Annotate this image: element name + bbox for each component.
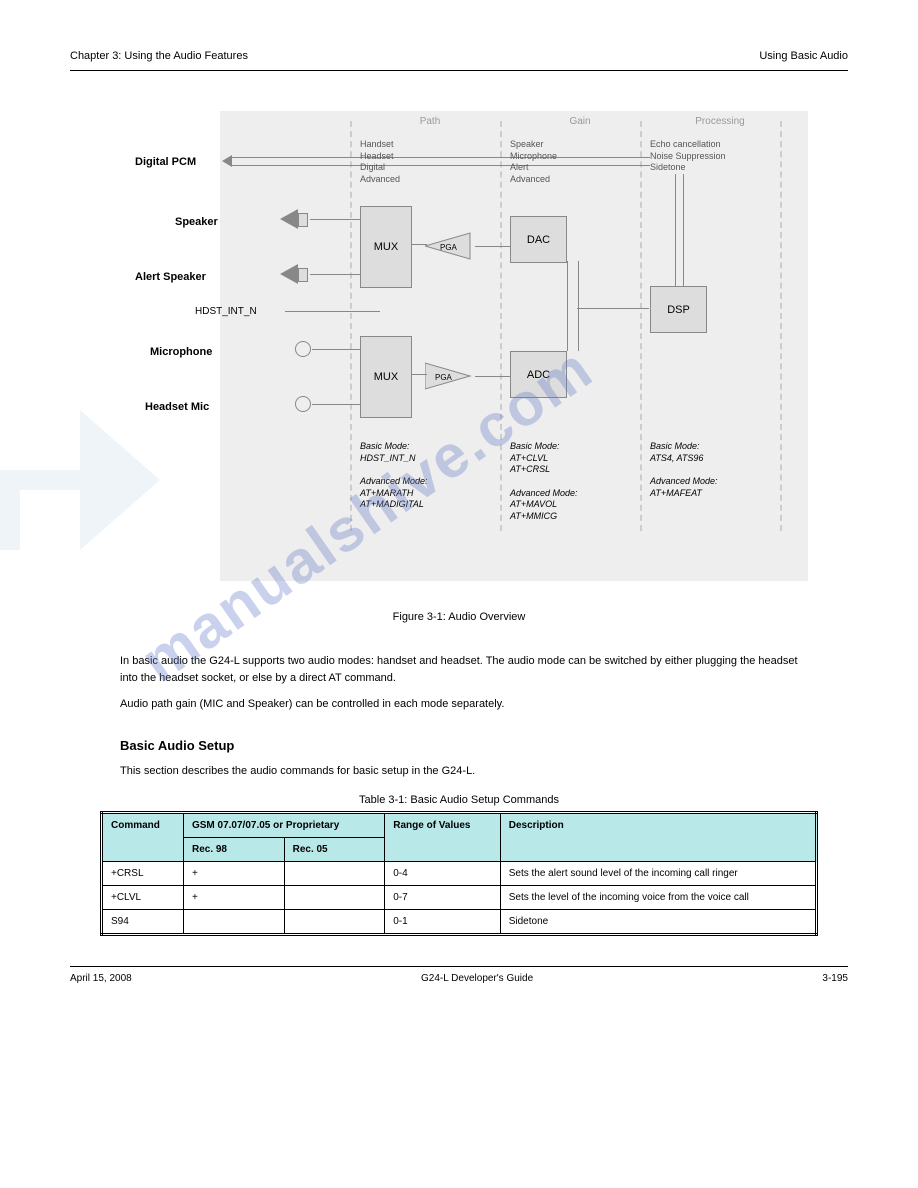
section-body: This section describes the audio command… (120, 763, 798, 780)
digital-pcm-label: Digital PCM (135, 156, 196, 168)
figure-caption: Figure 3-1: Audio Overview (70, 611, 848, 623)
hdr-right: Using Basic Audio (759, 50, 848, 62)
para-2: Audio path gain (MIC and Speaker) can be… (120, 696, 798, 713)
audio-commands-table: CommandGSM 07.07/07.05 or ProprietaryRan… (100, 811, 818, 936)
ftr-title: G24-L Developer's Guide (421, 973, 533, 984)
hdr-left: Chapter 3: Using the Audio Features (70, 50, 248, 62)
bg-logo (0, 350, 220, 610)
table-caption: Table 3-1: Basic Audio Setup Commands (70, 794, 848, 806)
ftr-date: April 15, 2008 (70, 973, 132, 984)
svg-text:PGA: PGA (435, 373, 453, 382)
section-title: Basic Audio Setup (120, 738, 798, 753)
ftr-page: 3-195 (822, 973, 848, 984)
para-1: In basic audio the G24-L supports two au… (120, 653, 798, 686)
audio-diagram: Path Gain Processing Digital PCM Handset… (220, 111, 808, 581)
svg-text:PGA: PGA (440, 243, 458, 252)
